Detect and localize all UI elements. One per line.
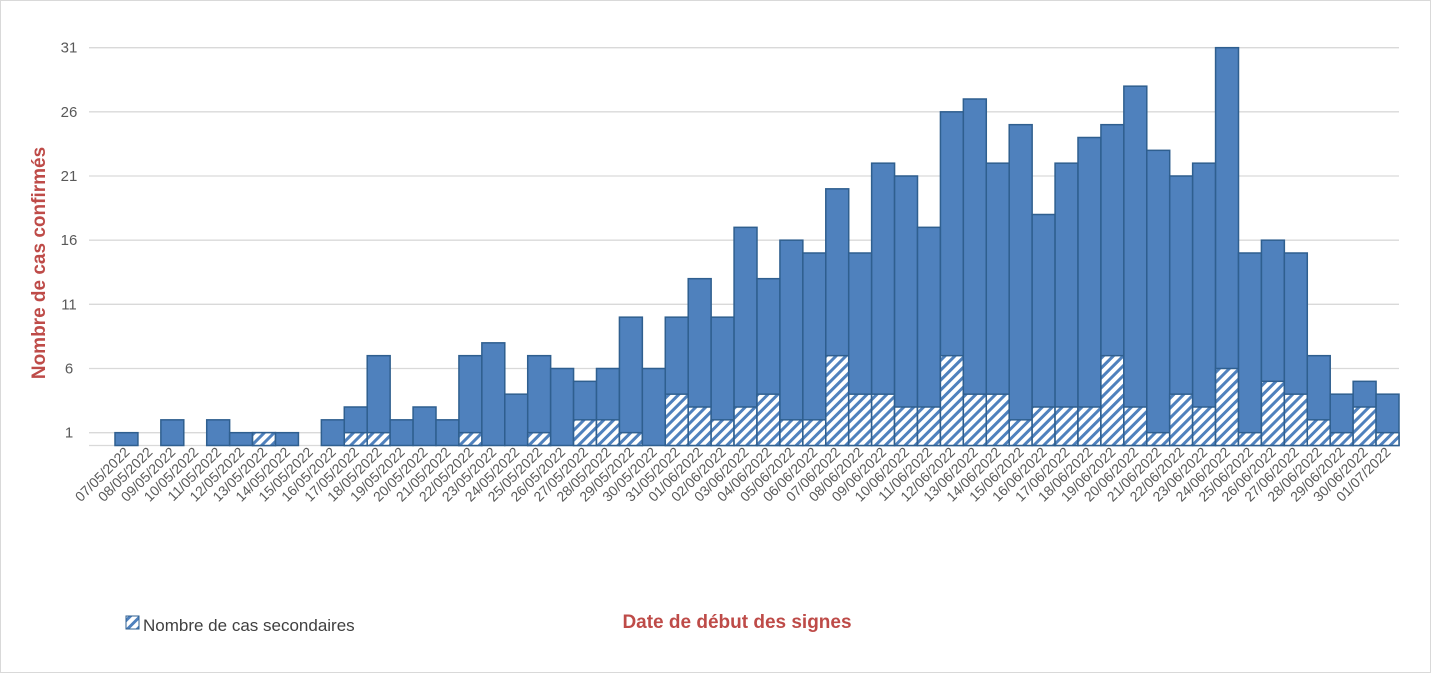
bar-secondary bbox=[916, 406, 942, 447]
x-axis-title: Date de début des signes bbox=[622, 612, 851, 633]
bar-secondary bbox=[1123, 406, 1148, 447]
bar-secondary bbox=[825, 354, 850, 447]
bar-secondary bbox=[458, 431, 483, 447]
legend-swatch bbox=[125, 615, 140, 630]
bar-confirmed bbox=[1146, 149, 1171, 447]
bar-secondary bbox=[343, 431, 368, 447]
bar-confirmed bbox=[412, 406, 437, 447]
bar-secondary bbox=[1008, 419, 1033, 447]
legend-label: Nombre de cas secondaires bbox=[143, 616, 355, 635]
bar-confirmed bbox=[228, 431, 254, 447]
bar-confirmed bbox=[114, 431, 139, 447]
bar-secondary bbox=[366, 431, 391, 447]
bar-secondary bbox=[1077, 406, 1102, 447]
bar-secondary bbox=[893, 406, 919, 447]
bar-confirmed bbox=[1077, 136, 1102, 447]
bar-confirmed bbox=[779, 239, 804, 447]
y-tick-label: 31 bbox=[61, 40, 78, 57]
bar-confirmed bbox=[802, 252, 827, 447]
bar-secondary bbox=[1146, 431, 1171, 447]
bar-secondary bbox=[251, 431, 277, 447]
bar-secondary bbox=[733, 406, 758, 447]
y-tick-label: 6 bbox=[65, 361, 73, 378]
bar-confirmed bbox=[274, 431, 300, 447]
bar-secondary bbox=[664, 393, 689, 447]
bar-confirmed bbox=[160, 419, 185, 447]
bar-secondary bbox=[1283, 393, 1309, 447]
bar-secondary bbox=[1352, 406, 1377, 447]
bar-secondary bbox=[1260, 380, 1286, 447]
bar-confirmed bbox=[893, 175, 919, 447]
bar-secondary bbox=[1168, 393, 1194, 447]
bar-confirmed bbox=[1191, 162, 1217, 447]
bar-secondary bbox=[962, 393, 988, 447]
bar-secondary bbox=[1054, 406, 1079, 447]
bar-confirmed bbox=[205, 419, 231, 447]
bar-confirmed bbox=[320, 419, 346, 447]
bar-secondary bbox=[1237, 431, 1263, 447]
bar-secondary bbox=[939, 354, 965, 447]
bar-secondary bbox=[1306, 419, 1331, 447]
bar-secondary bbox=[779, 419, 804, 447]
bar-confirmed bbox=[1054, 162, 1079, 447]
y-tick-label: 16 bbox=[61, 232, 78, 249]
bar-secondary bbox=[756, 393, 781, 447]
bar-secondary bbox=[870, 393, 896, 447]
y-tick-label: 26 bbox=[61, 104, 78, 121]
bar-secondary bbox=[1031, 406, 1056, 447]
bar-confirmed bbox=[1237, 252, 1263, 447]
bar-confirmed bbox=[1123, 85, 1148, 447]
bar-secondary bbox=[526, 431, 552, 447]
y-tick-label: 1 bbox=[65, 425, 73, 442]
bar-secondary bbox=[1375, 431, 1400, 447]
bar-confirmed bbox=[389, 419, 414, 447]
bar-secondary bbox=[1100, 354, 1125, 447]
bar-secondary bbox=[802, 419, 827, 447]
bar-confirmed bbox=[481, 342, 506, 447]
bar-secondary bbox=[985, 393, 1010, 447]
bar-secondary bbox=[687, 406, 712, 447]
bar-confirmed bbox=[618, 316, 644, 447]
bar-secondary bbox=[618, 431, 644, 447]
bar-secondary bbox=[847, 393, 873, 447]
bar-confirmed bbox=[1008, 123, 1033, 447]
bar-confirmed bbox=[549, 367, 575, 447]
bar-confirmed bbox=[435, 419, 460, 447]
y-tick-label: 21 bbox=[61, 168, 78, 185]
y-axis-title: Nombre de cas confirmés bbox=[29, 147, 50, 379]
bar-secondary bbox=[710, 419, 735, 447]
bar-secondary bbox=[1214, 367, 1240, 447]
bar-confirmed bbox=[641, 367, 667, 447]
bar-secondary bbox=[1191, 406, 1217, 447]
bar-secondary bbox=[595, 419, 621, 447]
bar-secondary bbox=[572, 419, 598, 447]
bar-confirmed bbox=[504, 393, 529, 447]
bar-secondary bbox=[1329, 431, 1354, 447]
legend: Nombre de cas secondaires bbox=[125, 615, 355, 635]
y-tick-label: 11 bbox=[61, 296, 77, 313]
